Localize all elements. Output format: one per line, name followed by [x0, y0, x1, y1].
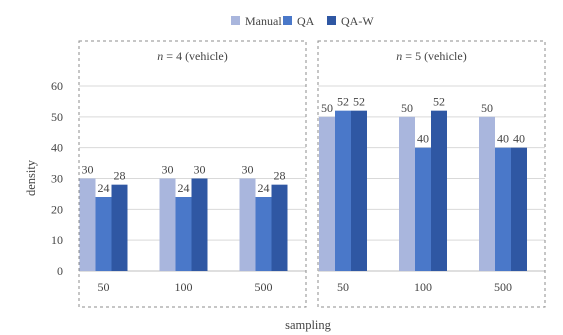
- data-label: 50: [401, 101, 413, 115]
- y-tick-label: 10: [51, 233, 63, 247]
- bar: [95, 197, 112, 271]
- data-label: 24: [178, 181, 190, 195]
- bar: [319, 116, 335, 271]
- data-label: 24: [98, 181, 110, 195]
- legend-swatch: [327, 16, 336, 25]
- legend-label: QA: [297, 14, 315, 28]
- panel-frame: [317, 40, 546, 308]
- bar: [495, 147, 511, 271]
- bar: [111, 184, 128, 271]
- data-label: 40: [513, 132, 525, 146]
- bar: [399, 116, 415, 271]
- y-tick-label: 60: [51, 79, 63, 93]
- x-tick-label: 500: [494, 280, 512, 294]
- x-tick-label: 50: [337, 280, 349, 294]
- panel-title: n = 4 (vehicle): [157, 49, 227, 63]
- bar: [415, 147, 431, 271]
- bar: [191, 178, 208, 271]
- y-axis: 0 10 20 30 40 50 60: [51, 79, 63, 278]
- y-tick-label: 20: [51, 202, 63, 216]
- legend: Manual QA QA-W: [231, 14, 374, 28]
- y-tick-label: 50: [51, 110, 63, 124]
- bar: [175, 197, 192, 271]
- data-label: 30: [194, 163, 206, 177]
- bar: [351, 110, 367, 272]
- panel-title: n = 5 (vehicle): [396, 49, 466, 63]
- x-axis-title: sampling: [285, 318, 332, 332]
- legend-label: Manual: [245, 14, 282, 28]
- data-label: 40: [497, 132, 509, 146]
- data-label: 52: [433, 95, 445, 109]
- legend-label: QA-W: [341, 14, 374, 28]
- bar: [159, 178, 176, 271]
- legend-swatch: [283, 16, 292, 25]
- bar: [239, 178, 256, 271]
- y-tick-label: 0: [57, 264, 63, 278]
- y-tick-label: 40: [51, 141, 63, 155]
- panel-title-variable: n: [396, 49, 402, 63]
- data-label: 28: [274, 169, 286, 183]
- data-label: 24: [258, 181, 270, 195]
- bar: [511, 147, 527, 271]
- data-label: 50: [321, 101, 333, 115]
- data-label: 52: [337, 95, 349, 109]
- y-tick-label: 30: [51, 172, 63, 186]
- data-label: 30: [82, 163, 94, 177]
- data-label: 30: [242, 163, 254, 177]
- data-label: 30: [162, 163, 174, 177]
- bar: [271, 184, 288, 271]
- panels: n = 4 (vehicle) 50 100 500 n = 5 (vehicle) 50…: [78, 40, 546, 308]
- panel-title-variable: n: [157, 49, 163, 63]
- x-tick-label: 100: [175, 280, 193, 294]
- gridlines: [79, 85, 545, 272]
- bar: [79, 178, 96, 271]
- data-label: 40: [417, 132, 429, 146]
- data-label: 52: [353, 95, 365, 109]
- x-tick-label: 500: [255, 280, 273, 294]
- y-axis-title: density: [24, 159, 38, 196]
- bar: [479, 116, 495, 271]
- bar: [255, 197, 272, 271]
- bars: 30 24 28 30 24 30 30 24 28 50 52 52 50 40 52 50 40 40: [79, 95, 527, 272]
- bar: [335, 110, 351, 272]
- x-tick-label: 100: [414, 280, 432, 294]
- panel-title-text: = 5 (vehicle): [402, 49, 466, 63]
- data-label: 50: [481, 101, 493, 115]
- bar: [431, 110, 447, 272]
- panel-title-text: = 4 (vehicle): [163, 49, 227, 63]
- legend-swatch: [231, 16, 240, 25]
- x-tick-label: 50: [98, 280, 110, 294]
- panel-frame: [78, 40, 307, 308]
- data-label: 28: [114, 169, 126, 183]
